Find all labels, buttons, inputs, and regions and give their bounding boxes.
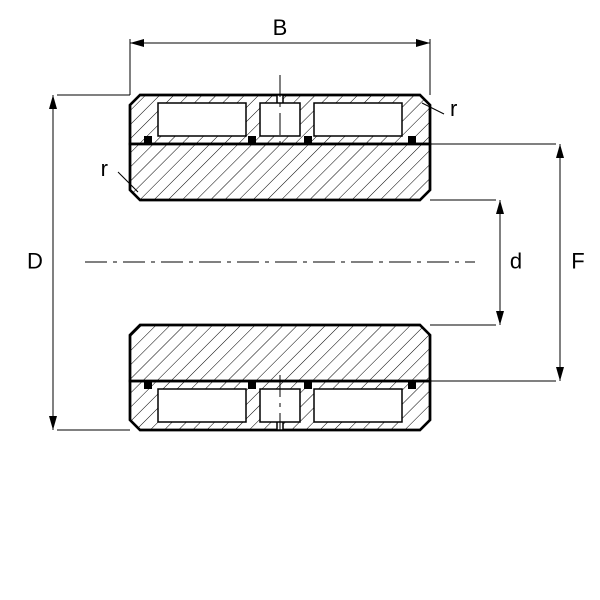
dim-label: B	[273, 15, 288, 40]
dim-label: r	[101, 156, 108, 181]
dim-label: F	[571, 248, 584, 273]
dim-label: D	[27, 248, 43, 273]
dim-label: r	[450, 96, 457, 121]
dim-label: d	[510, 248, 522, 273]
